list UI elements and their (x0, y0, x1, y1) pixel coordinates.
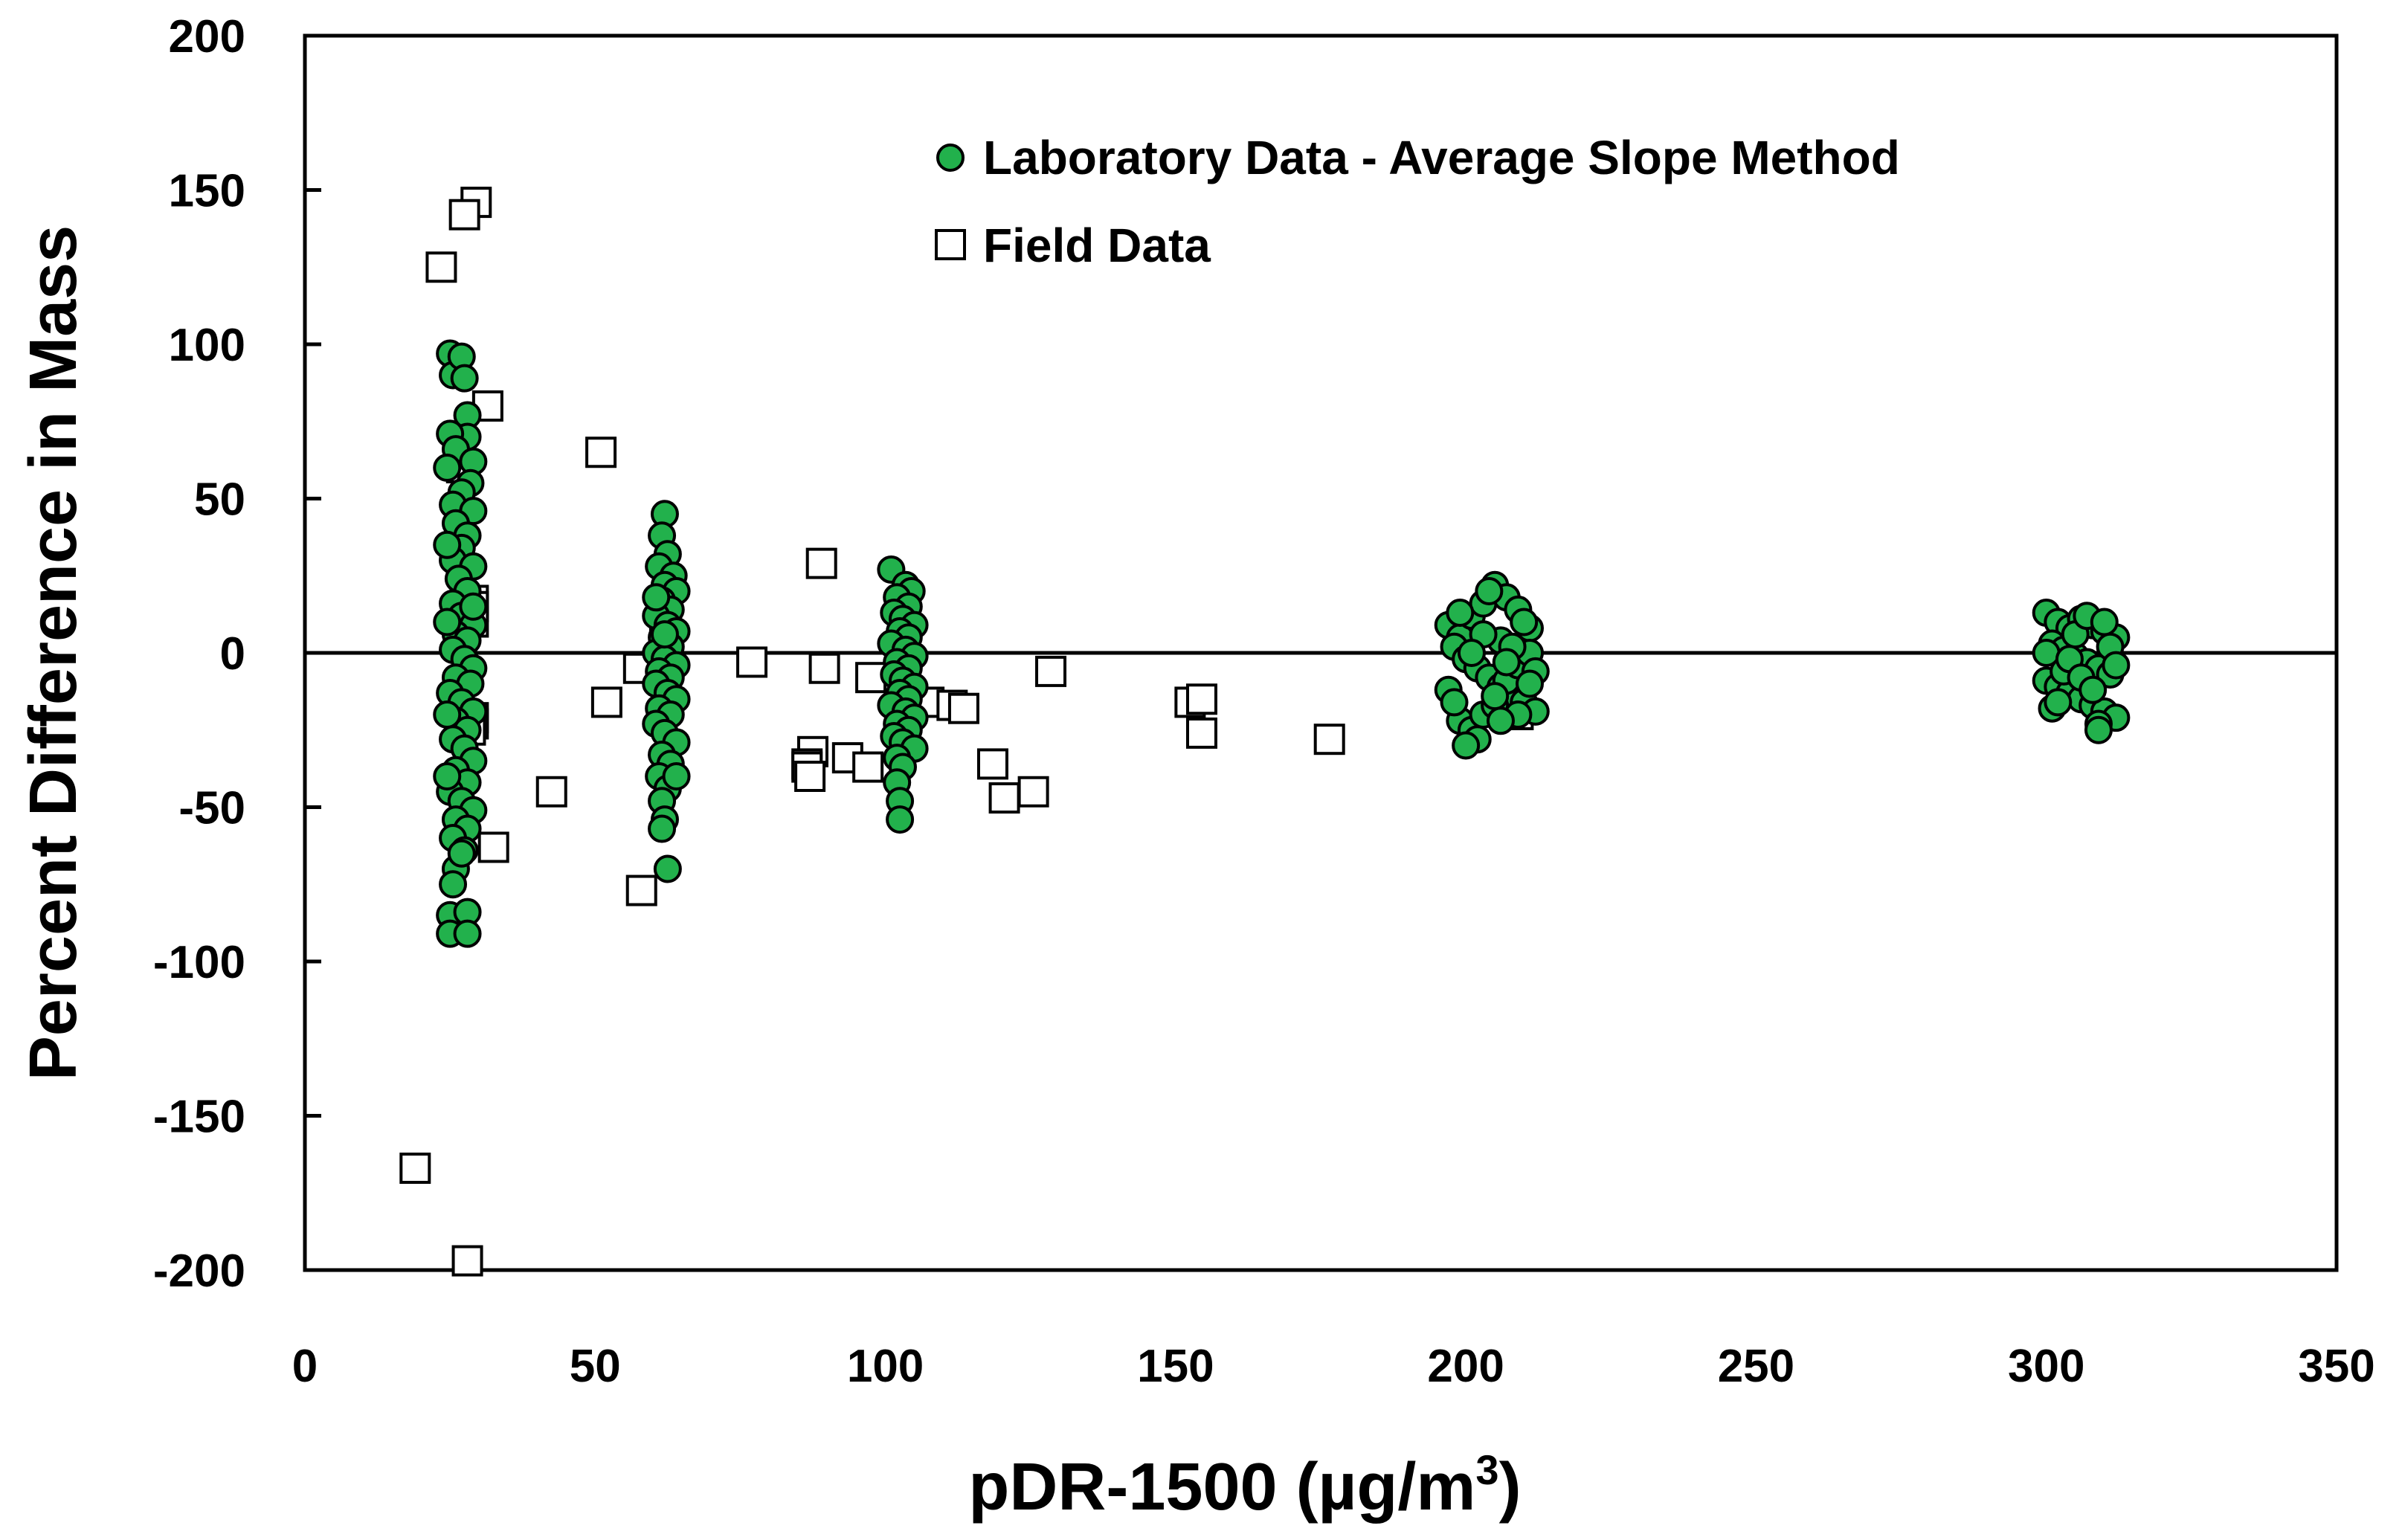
lab-data-point (642, 583, 671, 612)
field-data-point (535, 776, 567, 808)
y-tick-label: -100 (153, 937, 245, 988)
field-data-point (988, 782, 1020, 814)
lab-data-point (2079, 675, 2108, 704)
lab-data-point (886, 805, 915, 834)
field-data-point (947, 692, 979, 724)
lab-data-point (1440, 688, 1469, 717)
lab-data-point (450, 364, 479, 393)
y-axis-title: Percent Difference in Mass (16, 225, 91, 1080)
legend-lab-marker (936, 144, 965, 172)
y-tick-label: 50 (194, 474, 245, 526)
x-axis-ticks: 0 50 100 150 200 250 300 350 (292, 1341, 2375, 1392)
lab-data-point (650, 620, 679, 649)
lab-data-point (1446, 599, 1475, 628)
x-tick-label: 150 (1137, 1341, 1214, 1392)
y-tick-label: -50 (178, 783, 245, 834)
legend-field-marker (935, 229, 966, 260)
lab-data-point (2102, 651, 2131, 680)
lab-data-point (2044, 688, 2073, 717)
field-data-point (477, 831, 509, 863)
field-data-point (451, 1245, 483, 1277)
lab-data-point (2090, 608, 2119, 637)
x-tick-label: 200 (1427, 1341, 1504, 1392)
lab-data-point (433, 454, 462, 482)
field-data-point (585, 436, 617, 468)
field-data-point (1313, 724, 1345, 755)
lab-data-point (648, 814, 677, 843)
field-data-point (1017, 776, 1049, 808)
field-data-point (399, 1153, 431, 1185)
field-data-point (625, 874, 657, 906)
field-data-point (1035, 655, 1067, 687)
legend-lab-label: Laboratory Data - Average Slope Method (983, 131, 1900, 184)
lab-data-point (653, 854, 682, 883)
legend: Laboratory Data - Average Slope Method F… (935, 131, 1900, 272)
lab-data-point (459, 592, 488, 621)
lab-data-point (453, 919, 482, 948)
lab-data-point (2084, 715, 2113, 744)
lab-data-point (1516, 669, 1545, 698)
field-data-point (976, 748, 1008, 780)
x-tick-label: 100 (847, 1341, 924, 1392)
field-data-point (808, 652, 840, 684)
field-data-point (736, 646, 768, 678)
lab-data-point (433, 762, 462, 790)
y-tick-label: 100 (169, 320, 245, 371)
y-tick-label: 200 (169, 11, 245, 62)
lab-data-point (1481, 682, 1510, 711)
lab-data-point (433, 530, 462, 559)
lab-data-point (2032, 639, 2061, 667)
y-tick-label: -200 (153, 1246, 245, 1297)
x-tick-label: 250 (1718, 1341, 1794, 1392)
lab-data-point (1492, 648, 1521, 677)
field-data-point (794, 761, 826, 792)
lab-data-point (1457, 639, 1486, 667)
legend-field-label: Field Data (983, 219, 1211, 272)
laboratory-data-series (433, 339, 2131, 948)
lab-data-point (1475, 577, 1504, 605)
y-tick-label: 150 (169, 166, 245, 217)
y-tick-label: -150 (153, 1092, 245, 1143)
field-data-series (399, 187, 1534, 1277)
y-tick-label: 0 (220, 628, 245, 680)
x-axis-title: pDR-1500 (µg/m3) (968, 1446, 1521, 1524)
field-data-point (1185, 683, 1217, 715)
field-data-point (425, 251, 457, 283)
lab-data-point (1510, 608, 1539, 637)
field-data-point (805, 547, 837, 579)
lab-data-point (1452, 731, 1481, 760)
lab-data-point (433, 608, 462, 637)
y-axis-ticks: 200 150 100 50 0 -50 -100 -150 -200 (153, 11, 321, 1297)
field-data-point (590, 686, 622, 718)
lab-data-point (439, 870, 468, 899)
lab-data-point (447, 839, 476, 868)
field-data-point (852, 751, 884, 783)
lab-data-point (1486, 706, 1515, 735)
x-tick-label: 350 (2298, 1341, 2374, 1392)
field-data-point (448, 199, 480, 231)
x-tick-label: 300 (2008, 1341, 2084, 1392)
x-tick-label: 50 (570, 1341, 621, 1392)
lab-data-point (433, 700, 462, 729)
field-data-point (1185, 717, 1217, 749)
lab-data-point (662, 762, 691, 790)
x-tick-label: 0 (292, 1341, 318, 1392)
